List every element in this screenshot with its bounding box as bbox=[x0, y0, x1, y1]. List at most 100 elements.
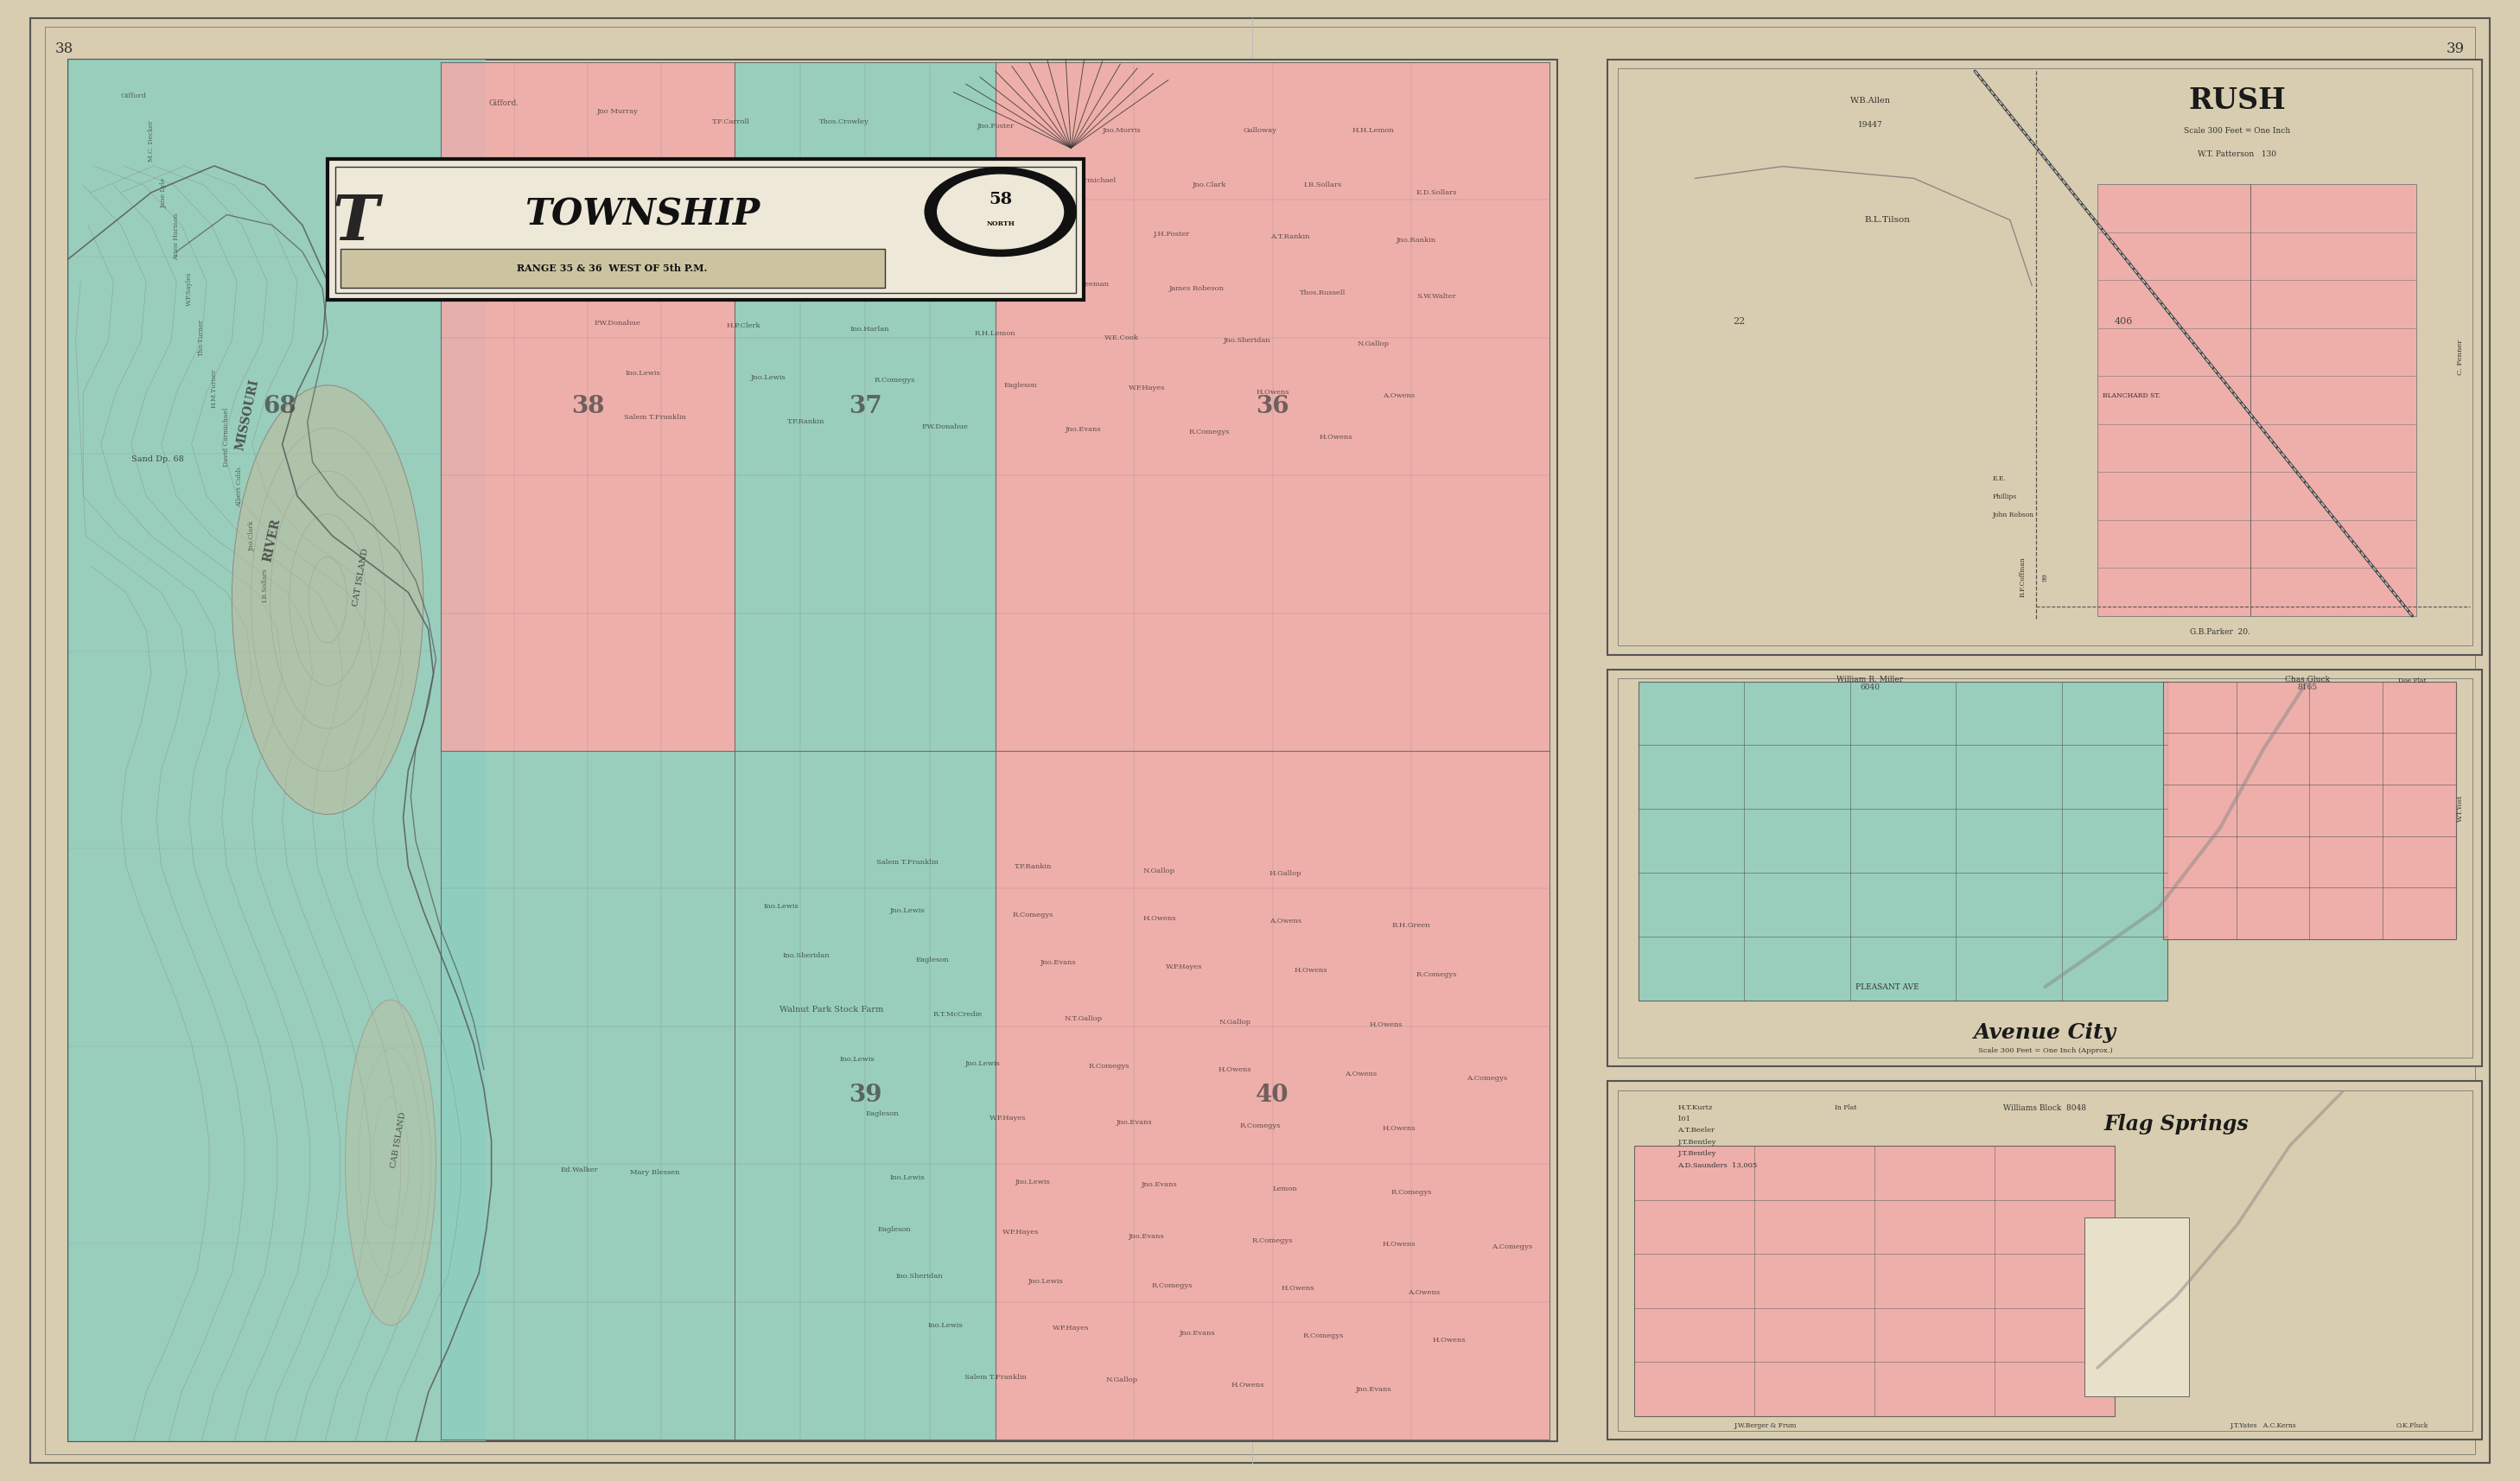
Bar bbox=[1618, 678, 2472, 1057]
Bar bbox=[995, 751, 1550, 1440]
Text: I.B.Sollars: I.B.Sollars bbox=[1303, 182, 1343, 188]
Text: R.Comegys: R.Comegys bbox=[1189, 429, 1230, 435]
Text: T.P.Rankin: T.P.Rankin bbox=[789, 419, 824, 425]
Bar bbox=[2097, 184, 2417, 616]
Bar bbox=[736, 62, 995, 751]
Text: O.K.Pluck: O.K.Pluck bbox=[2397, 1422, 2429, 1429]
Text: B.H.Green: B.H.Green bbox=[1391, 923, 1431, 929]
Text: J.T.Bentley: J.T.Bentley bbox=[1678, 1139, 1716, 1145]
Bar bbox=[1618, 1090, 2472, 1431]
Text: CAB ISLAND: CAB ISLAND bbox=[391, 1112, 406, 1169]
Text: Flag Springs: Flag Springs bbox=[2104, 1114, 2248, 1134]
Text: J.T.Bentley: J.T.Bentley bbox=[1678, 1151, 1716, 1157]
Text: M.C. Decker: M.C. Decker bbox=[149, 120, 154, 161]
Text: N.Gallop: N.Gallop bbox=[1144, 868, 1174, 874]
Text: T.F.Carroll: T.F.Carroll bbox=[711, 118, 751, 124]
Text: RIVER: RIVER bbox=[262, 518, 282, 563]
Text: N.T.Gallop: N.T.Gallop bbox=[1063, 1016, 1104, 1022]
Text: R.T.McCredie: R.T.McCredie bbox=[932, 1012, 983, 1017]
Text: 36: 36 bbox=[1255, 395, 1290, 418]
Text: W.P.Hayes: W.P.Hayes bbox=[990, 1115, 1026, 1121]
Text: A.Owens: A.Owens bbox=[1383, 392, 1414, 398]
Text: Ino.Sheridan: Ino.Sheridan bbox=[897, 1274, 942, 1280]
Text: RUSH: RUSH bbox=[2190, 87, 2286, 116]
Text: S.W.Walter: S.W.Walter bbox=[1416, 293, 1457, 299]
Text: W.P.Sayles: W.P.Sayles bbox=[186, 271, 192, 307]
Text: NORTH: NORTH bbox=[985, 221, 1016, 227]
Text: B.L.Tilson: B.L.Tilson bbox=[1865, 216, 1910, 224]
Text: W.T. Patterson   130: W.T. Patterson 130 bbox=[2197, 151, 2276, 158]
Text: In Plat: In Plat bbox=[1835, 1105, 1857, 1111]
Text: Jno.Morris: Jno.Morris bbox=[1101, 127, 1142, 133]
Text: R.Comegys: R.Comegys bbox=[1089, 1063, 1129, 1069]
Text: J.W.Berger & Frum: J.W.Berger & Frum bbox=[1734, 1422, 1797, 1429]
Text: CAT ISLAND: CAT ISLAND bbox=[350, 548, 370, 607]
Text: 19447: 19447 bbox=[1857, 121, 1882, 129]
Bar bbox=[68, 59, 486, 751]
Bar bbox=[1608, 59, 2482, 655]
Text: Jane Lyle: Jane Lyle bbox=[161, 178, 166, 207]
Text: Ino.Lewis: Ino.Lewis bbox=[764, 903, 799, 909]
Text: Jno.Evans: Jno.Evans bbox=[1041, 960, 1076, 966]
Text: R.H.Lemon: R.H.Lemon bbox=[975, 330, 1016, 336]
Bar bbox=[328, 160, 1084, 301]
Text: Jno.Sheridan: Jno.Sheridan bbox=[1225, 338, 1270, 344]
Bar bbox=[68, 751, 486, 1441]
Bar bbox=[335, 167, 1076, 293]
Circle shape bbox=[937, 175, 1063, 249]
Text: N.Gallop: N.Gallop bbox=[1358, 341, 1389, 347]
Text: James Robeson: James Robeson bbox=[1169, 286, 1225, 292]
Text: H.H.Carroll: H.H.Carroll bbox=[633, 216, 678, 222]
Text: Galloway: Galloway bbox=[1242, 127, 1278, 133]
Text: R.Comegys: R.Comegys bbox=[874, 378, 915, 384]
Text: Phillips: Phillips bbox=[1993, 493, 2016, 501]
Text: Thos.Russell: Thos.Russell bbox=[1300, 290, 1346, 296]
Bar bbox=[2084, 1217, 2190, 1397]
Text: PLEASANT AVE: PLEASANT AVE bbox=[1855, 983, 1920, 991]
Bar bbox=[1633, 1146, 2114, 1416]
Text: 8165: 8165 bbox=[2298, 683, 2318, 692]
Polygon shape bbox=[232, 385, 423, 815]
Text: Amos Harmon: Amos Harmon bbox=[806, 172, 857, 178]
Text: R.Comegys: R.Comegys bbox=[1152, 1283, 1192, 1288]
Text: A.Owens: A.Owens bbox=[1270, 918, 1300, 924]
Text: Jane Lyle: Jane Lyle bbox=[688, 172, 723, 178]
Text: Walnut Park Stock Farm: Walnut Park Stock Farm bbox=[779, 1006, 885, 1014]
Text: I.B.Sollars: I.B.Sollars bbox=[262, 567, 267, 603]
Text: A.Owens: A.Owens bbox=[1409, 1290, 1439, 1296]
Text: A.Owens: A.Owens bbox=[1346, 1071, 1376, 1077]
Text: Jno.Lewis: Jno.Lewis bbox=[1028, 1278, 1063, 1284]
Text: T: T bbox=[333, 191, 378, 253]
Text: Ino.Sheridan: Ino.Sheridan bbox=[557, 267, 602, 273]
Text: N.Gallop: N.Gallop bbox=[1220, 1019, 1250, 1025]
Text: Jno.Evans: Jno.Evans bbox=[1116, 1120, 1152, 1126]
Text: W.P.Hayes: W.P.Hayes bbox=[1129, 385, 1164, 391]
Text: H.Owens: H.Owens bbox=[1318, 434, 1353, 440]
Text: A.Comegys: A.Comegys bbox=[1492, 1244, 1532, 1250]
Text: Ino.Lewis: Ino.Lewis bbox=[890, 1174, 925, 1180]
Text: Jno.Clark: Jno.Clark bbox=[249, 521, 255, 551]
Text: Ino.Sheridan: Ino.Sheridan bbox=[784, 952, 829, 958]
Text: John Robson: John Robson bbox=[1993, 511, 2034, 518]
Text: 406: 406 bbox=[2114, 317, 2132, 326]
Text: Jno.Evans: Jno.Evans bbox=[1066, 427, 1101, 432]
Text: Jno.Evans: Jno.Evans bbox=[1142, 1182, 1177, 1188]
Text: P.W.Donahue: P.W.Donahue bbox=[595, 320, 640, 326]
Text: W.P.Hayes: W.P.Hayes bbox=[1003, 1229, 1038, 1235]
Text: G.B.Parker  20.: G.B.Parker 20. bbox=[2190, 628, 2250, 635]
Text: Jno.Clark: Jno.Clark bbox=[1192, 182, 1227, 188]
Text: 6040: 6040 bbox=[1860, 683, 1880, 692]
Text: Seth G.Freeman: Seth G.Freeman bbox=[1048, 281, 1109, 287]
Text: Salem T.Franklin: Salem T.Franklin bbox=[877, 859, 937, 865]
Text: Thos.Crowley: Thos.Crowley bbox=[819, 118, 869, 124]
Text: 40: 40 bbox=[1255, 1084, 1290, 1106]
Text: Salem T.Franklin: Salem T.Franklin bbox=[965, 1374, 1026, 1380]
Text: Ino.Lewis: Ino.Lewis bbox=[625, 370, 660, 376]
Text: Eagleson: Eagleson bbox=[915, 957, 950, 963]
Bar bbox=[1638, 681, 2167, 1001]
Text: BLANCHARD ST.: BLANCHARD ST. bbox=[2102, 392, 2160, 398]
Text: A.Comegys: A.Comegys bbox=[1467, 1075, 1507, 1081]
Text: Gifford.: Gifford. bbox=[489, 99, 519, 108]
Text: H.Owens: H.Owens bbox=[1230, 1382, 1265, 1388]
Text: Jno.Foster: Jno.Foster bbox=[1028, 227, 1063, 233]
